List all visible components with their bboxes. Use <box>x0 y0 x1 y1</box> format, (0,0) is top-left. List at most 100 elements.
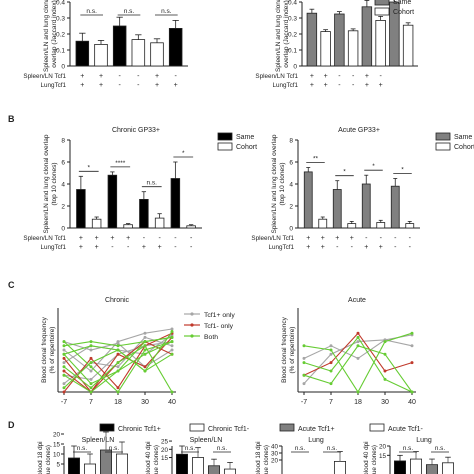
significance-label: * <box>343 169 346 176</box>
bar <box>112 25 127 67</box>
bar <box>68 457 81 474</box>
bar <box>409 458 422 474</box>
row-label: LungTcf1 <box>40 82 66 89</box>
row-sign: - <box>394 235 397 242</box>
y-axis-label: Spleen/LN and lung clonal overlap <box>271 134 278 233</box>
row-sign: + <box>126 235 130 242</box>
row-label: Spleen/LN Tcf1 <box>23 73 66 80</box>
row-label: Spleen/LN Tcf1 <box>251 235 294 242</box>
bar <box>390 185 400 229</box>
y-axis-label: (top 10 clones) <box>51 163 58 206</box>
row-sign: - <box>409 244 412 251</box>
bar <box>347 223 357 229</box>
series-point <box>89 382 93 386</box>
y-tick-label: 0.1 <box>56 48 65 55</box>
bar <box>375 19 386 67</box>
series-point <box>89 348 93 352</box>
series-point <box>329 352 333 356</box>
row-label: Spleen/LN Tcf1 <box>255 73 298 80</box>
y-axis-label: ique clones) <box>263 445 270 474</box>
significance-label: * <box>372 163 375 170</box>
series-point <box>383 369 387 373</box>
series-point <box>89 369 93 373</box>
row-sign: + <box>174 82 178 89</box>
legend-label: Cohort <box>236 144 257 151</box>
legend-swatch <box>369 423 385 432</box>
row-sign: + <box>80 82 84 89</box>
y-tick-label: 0.4 <box>56 0 65 7</box>
series-point <box>170 327 174 331</box>
panel-letter-d: D <box>8 420 15 430</box>
series-point <box>356 390 360 394</box>
y-axis-label: in blood 40 dpi <box>145 442 152 474</box>
y-tick-label: 0.2 <box>56 32 65 39</box>
row-sign: - <box>174 73 177 80</box>
row-sign: + <box>95 244 99 251</box>
y-tick-label: 6 <box>61 160 65 167</box>
series-point <box>116 386 120 390</box>
row-sign: + <box>350 235 354 242</box>
y-tick-label: 0.4 <box>288 0 297 7</box>
row-sign: - <box>111 244 114 251</box>
legend-point <box>190 312 194 316</box>
x-tick-label: -7 <box>61 399 67 406</box>
significance-label: n.s. <box>161 8 172 15</box>
series-point <box>170 390 174 394</box>
series-point <box>116 365 120 369</box>
series-point <box>89 340 93 344</box>
y-axis-label: ique clones) <box>371 445 378 474</box>
legend-point <box>190 334 194 338</box>
series-point <box>356 356 360 360</box>
bar <box>332 189 342 229</box>
series-point <box>62 344 66 348</box>
row-label: LungTcf1 <box>272 82 298 89</box>
y-tick-label: 15 <box>379 453 387 460</box>
legend-swatch <box>374 0 390 6</box>
row-sign: + <box>335 235 339 242</box>
y-tick-label: 20 <box>271 458 279 465</box>
legend-swatch <box>99 423 115 432</box>
x-tick-label: 30 <box>381 399 389 406</box>
series-point <box>62 348 66 352</box>
series-point <box>302 382 306 386</box>
y-axis-label: ique clones) <box>45 445 52 474</box>
bar <box>361 183 371 229</box>
chart-title: Spleen/LN <box>190 437 223 444</box>
row-sign: + <box>79 235 83 242</box>
bar <box>91 218 102 229</box>
y-axis-label: overlap (Jaccard index) <box>51 0 58 68</box>
x-tick-label: 30 <box>141 399 149 406</box>
series-point <box>89 361 93 365</box>
chart-title: Spleen/LN <box>82 437 115 444</box>
row-sign: - <box>158 235 161 242</box>
bar <box>170 178 181 229</box>
y-tick-label: 40 <box>271 444 279 451</box>
series-point <box>410 344 414 348</box>
series-point <box>89 390 93 394</box>
series-point <box>116 361 120 365</box>
significance-label: n.s. <box>77 445 87 452</box>
legend-label: Chronic Tcf1+ <box>118 426 161 433</box>
significance-label: n.s. <box>327 445 337 452</box>
significance-label: n.s. <box>185 445 195 452</box>
series-point <box>143 365 147 369</box>
row-sign: + <box>79 244 83 251</box>
series-point <box>383 352 387 356</box>
series-point <box>170 348 174 352</box>
series-point <box>410 390 414 394</box>
bar <box>139 198 149 229</box>
significance-label: n.s. <box>124 8 135 15</box>
row-sign: - <box>336 244 339 251</box>
x-tick-label: 7 <box>89 399 93 406</box>
bar <box>76 189 86 229</box>
bar <box>303 171 313 229</box>
panel-letter-b: B <box>8 114 15 124</box>
x-tick-label: 40 <box>408 399 416 406</box>
series-line <box>303 345 413 393</box>
significance-label: ** <box>313 156 319 163</box>
bar <box>186 225 196 229</box>
row-sign: - <box>351 244 354 251</box>
row-sign: + <box>364 244 368 251</box>
row-sign: - <box>394 244 397 251</box>
